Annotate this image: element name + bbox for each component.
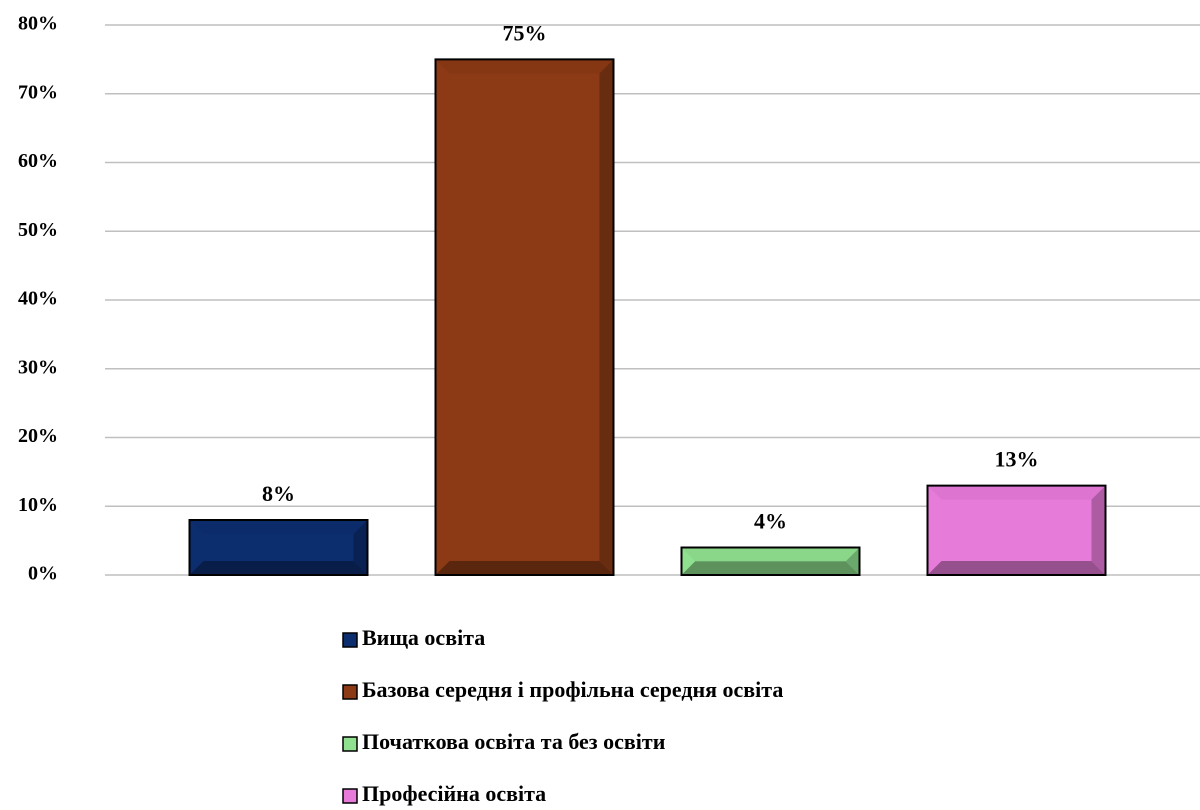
bar [435,59,614,575]
value-label: 75% [503,20,547,45]
bar-outline [680,546,861,576]
bar-bevel [189,520,368,534]
legend-swatch [342,736,358,752]
y-tick-label: 80% [18,13,58,35]
value-label: 8% [262,481,295,506]
bar-bevel [845,547,860,575]
y-tick-label: 50% [18,219,58,241]
bar-bevel [681,547,860,562]
legend-label: Вища освіта [362,625,485,650]
legend-swatch [342,632,358,648]
bar-outline [434,58,615,576]
bar-bevel [353,520,368,575]
legend-label: Початкова освіта та без освіти [362,729,666,754]
bar-bevel [681,561,860,575]
legend-swatch [342,788,358,804]
y-tick-label: 20% [18,425,58,447]
legend-label: Базова середня і профільна середня освіт… [362,677,783,702]
y-tick-label: 70% [18,81,58,103]
y-tick-label: 30% [18,356,58,378]
bar-bevel [599,59,614,575]
bar-bevel [1091,485,1106,575]
y-tick-label: 0% [28,563,58,585]
bar-bevel [189,561,368,575]
value-label: 4% [754,509,787,534]
bar-bevel [927,485,1106,500]
bar-bevel [435,561,614,575]
bar [927,485,1106,575]
legend-label: Професійна освіта [362,781,546,806]
bar-outline [926,484,1107,576]
legend-swatch [342,684,358,700]
value-label: 13% [995,447,1039,472]
y-tick-label: 40% [18,288,58,310]
bar-bevel [927,561,1106,575]
y-tick-label: 10% [18,494,58,516]
y-tick-label: 60% [18,150,58,172]
bar-bevel [435,59,614,74]
bar-outline [188,519,369,576]
